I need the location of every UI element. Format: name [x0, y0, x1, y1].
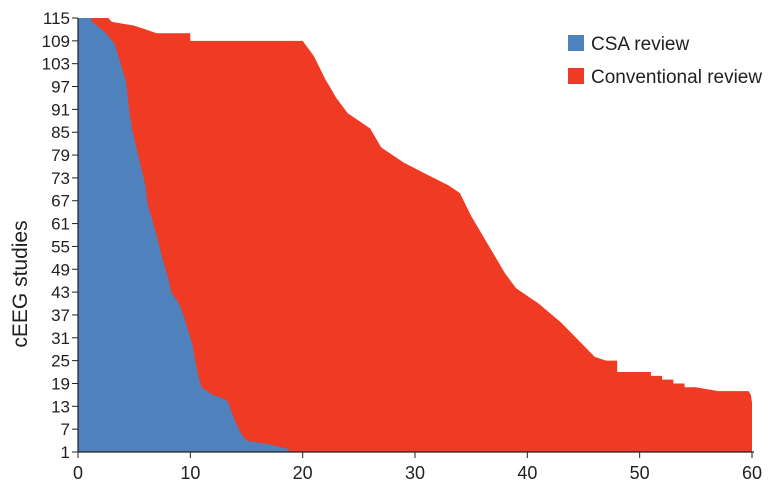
x-tick-label: 50 [630, 463, 650, 483]
legend-label-csa-review: CSA review [591, 34, 689, 55]
legend: CSA review Conventional review [568, 34, 762, 88]
x-tick-label: 30 [405, 463, 425, 483]
legend-label-conventional-review: Conventional review [591, 67, 762, 88]
y-tick-label: 49 [51, 260, 70, 279]
x-tick-label: 0 [73, 463, 83, 483]
x-tick-label: 60 [742, 463, 762, 483]
y-tick-label: 61 [51, 215, 70, 234]
y-tick-label: 73 [51, 169, 70, 188]
y-tick-label: 79 [51, 146, 70, 165]
y-tick-label: 25 [51, 352, 70, 371]
y-axis-title: cEEG studies [9, 220, 32, 347]
y-tick-label: 13 [51, 397, 70, 416]
series-area-csa-review [78, 18, 292, 452]
y-tick-label: 115 [43, 9, 70, 28]
y-tick-label: 19 [51, 374, 70, 393]
y-tick-label: 103 [42, 55, 70, 74]
x-tick-label: 40 [517, 463, 537, 483]
series-area-conventional-review [78, 18, 752, 452]
legend-swatch-csa-review [568, 35, 584, 51]
y-tick-label: 31 [51, 329, 70, 348]
x-tick-label: 10 [180, 463, 200, 483]
plot-area [78, 18, 752, 452]
y-tick-label: 85 [51, 123, 70, 142]
y-tick-label: 97 [51, 78, 70, 97]
y-tick-label: 1 [61, 443, 70, 462]
y-tick-label: 55 [51, 237, 70, 256]
y-tick-label: 43 [51, 283, 70, 302]
y-tick-label: 67 [51, 192, 70, 211]
y-tick-label: 7 [61, 420, 70, 439]
legend-swatch-conventional-review [568, 68, 584, 84]
y-tick-label: 109 [42, 32, 70, 51]
axes: 0 10 20 30 40 50 60 1 7 13 19 25 31 37 43 49 55 61 67 73 79 8… [42, 9, 762, 483]
x-tick-label: 20 [293, 463, 313, 483]
y-tick-label: 91 [51, 100, 70, 119]
y-tick-label: 37 [51, 306, 70, 325]
